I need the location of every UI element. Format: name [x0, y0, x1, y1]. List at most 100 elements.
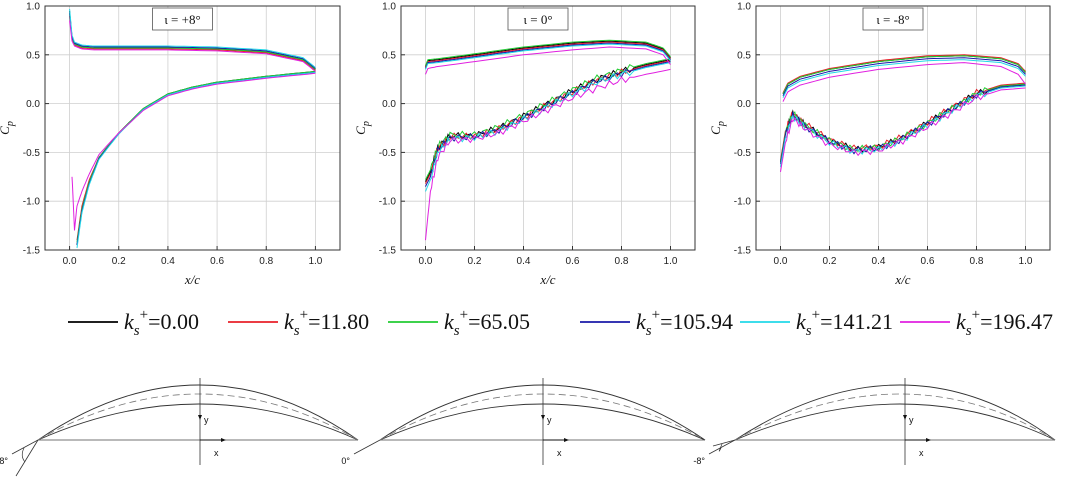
series-line-4-lower [425, 61, 671, 187]
y-axis-letter: y [204, 415, 209, 425]
plot-frame [755, 5, 1051, 251]
series-line-6-upper [425, 46, 671, 75]
series-line-5-upper [69, 8, 316, 68]
y-tick-label: -1.5 [734, 246, 752, 257]
y-axis-letter: y [547, 415, 552, 425]
upper-surface [37, 384, 359, 441]
series-line-6-upper [69, 20, 316, 72]
series-line-4-upper [782, 57, 1026, 97]
series-line-1-lower [76, 70, 316, 246]
y-tick-label: -0.5 [379, 148, 397, 159]
x-tick-label: 0.0 [63, 256, 77, 267]
legend-label-6: ks+=196.47 [956, 307, 1053, 339]
series-line-6-lower [71, 72, 316, 231]
legend-label-1: ks+=0.00 [124, 307, 199, 339]
y-tick-label: 0.0 [26, 99, 40, 110]
y-arrow-icon [903, 415, 907, 420]
flow-direction-line [708, 439, 736, 455]
chart-panel-1: 0.0 0.2 0.4 0.6 0.8 1.0 -1.5 -1.0 -0.5 0.0 0.5 1.0 x… [0, 2, 341, 287]
series-line-5-lower [76, 71, 316, 249]
y-tick-label: -0.5 [734, 148, 752, 159]
camber-line [37, 393, 359, 441]
series-line-2-upper [782, 54, 1026, 94]
x-axis-label: x/c [539, 272, 555, 287]
incidence-angle-label: +8° [0, 456, 8, 466]
legend-label-2: ks+=11.80 [284, 307, 369, 339]
series-line-4-upper [425, 42, 671, 69]
series-line-2-lower [76, 71, 316, 241]
x-axis-label: x/c [184, 272, 200, 287]
airfoil-sketch-1: y x +8° [0, 378, 359, 477]
series-line-4-lower [76, 71, 316, 246]
x-tick-label: 0.2 [112, 256, 126, 267]
series-line-3-upper [425, 39, 671, 66]
x-axis-letter: x [919, 448, 924, 458]
flow-direction-line [11, 439, 39, 455]
title-box [507, 7, 569, 31]
airfoil-sketch-2: y x 0° [341, 378, 706, 466]
x-tick-label: 0.6 [566, 256, 580, 267]
x-tick-label: 0.6 [210, 256, 224, 267]
x-axis-letter: x [214, 448, 219, 458]
x-tick-label: 0.4 [517, 256, 531, 267]
series-line-2-lower [425, 60, 671, 184]
y-arrow-icon [198, 415, 202, 420]
x-tick-label: 0.4 [872, 256, 886, 267]
plot-frame [44, 5, 341, 251]
grid [401, 5, 695, 251]
legend: ks+=0.00 ks+=11.80 ks+=65.05 ks+=105.94 ks+=… [68, 307, 1053, 339]
y-tick-label: 1.0 [737, 2, 751, 13]
y-tick-label: 1.0 [26, 2, 40, 13]
y-axis-letter: y [909, 415, 914, 425]
series-line-3-upper [782, 55, 1026, 95]
chart-panel-3: 0.0 0.2 0.4 0.6 0.8 1.0 -1.5 -1.0 -0.5 0.0 0.5 1.0 x… [708, 2, 1051, 287]
y-tick-label: 0.5 [26, 50, 40, 61]
camber-line [734, 393, 1056, 441]
plot-frame [400, 5, 696, 251]
x-arrow-icon [926, 438, 931, 442]
y-tick-label: 0.5 [382, 50, 396, 61]
y-tick-label: -1.0 [23, 197, 41, 208]
airfoil-sketch-3: y x -8° [693, 378, 1056, 466]
x-axis-letter: x [557, 448, 562, 458]
series-group [425, 39, 671, 241]
upper-surface [379, 384, 706, 441]
x-tick-label: 0.8 [259, 256, 273, 267]
x-tick-label: 1.0 [1019, 256, 1033, 267]
series-group [780, 54, 1026, 172]
grid [45, 5, 340, 251]
y-axis-label: Cp [353, 121, 372, 135]
x-tick-label: 1.0 [664, 256, 678, 267]
series-line-2-upper [425, 41, 671, 68]
series-line-5-lower [425, 62, 671, 192]
x-tick-label: 0.8 [615, 256, 629, 267]
series-line-6-upper [782, 62, 1026, 102]
lower-surface [734, 403, 1056, 441]
y-axis-label: Cp [708, 121, 727, 135]
x-arrow-icon [564, 438, 569, 442]
x-arrow-icon [221, 438, 226, 442]
x-tick-label: 1.0 [308, 256, 322, 267]
series-line-6-lower [780, 87, 1026, 172]
incidence-angle-label: 0° [341, 456, 350, 466]
incidence-angle-label: -8° [693, 456, 705, 466]
chart-panel-2: 0.0 0.2 0.4 0.6 0.8 1.0 -1.5 -1.0 -0.5 0.0 0.5 1.0 x… [353, 2, 696, 287]
lower-surface [379, 403, 706, 441]
legend-label-5: ks+=141.21 [796, 307, 893, 339]
x-tick-label: 0.0 [419, 256, 433, 267]
series-group [69, 8, 316, 249]
series-line-2-lower [780, 82, 1026, 161]
title-box [862, 7, 924, 31]
y-tick-label: 1.0 [382, 2, 396, 13]
y-arrow-icon [541, 415, 545, 420]
series-line-5-upper [425, 43, 671, 70]
upper-surface [734, 384, 1056, 441]
series-line-1-lower [425, 59, 671, 182]
series-line-5-upper [782, 59, 1026, 98]
series-line-3-lower [780, 83, 1026, 163]
sketches-group: y x +8° y x 0° y x -8° [0, 378, 1056, 477]
legend-label-3: ks+=65.05 [444, 307, 530, 339]
chart-title: ι = 0° [523, 12, 552, 27]
angle-arc [21, 447, 26, 463]
